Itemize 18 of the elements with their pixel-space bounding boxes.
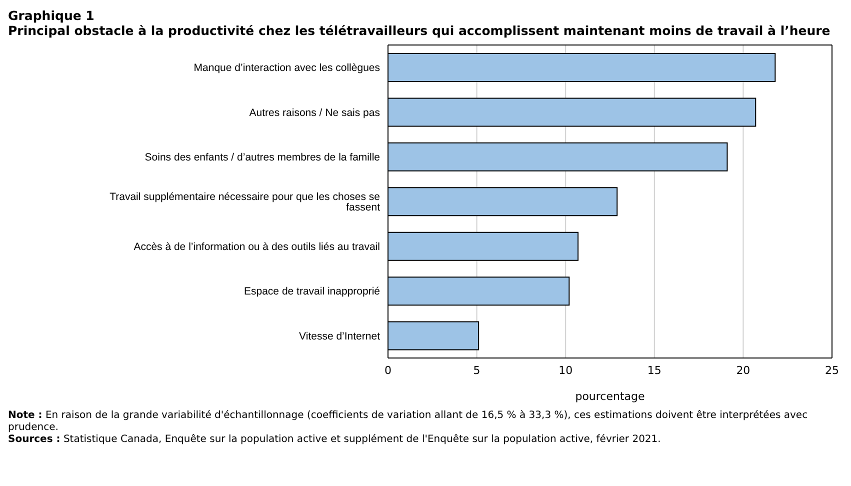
x-tick-label: 15 [647,364,662,377]
x-tick-label: 0 [384,364,392,377]
x-tick-label: 10 [558,364,573,377]
y-tick-label: Vitesse d’Internet [299,330,380,342]
x-axis-title: pourcentage [575,390,646,403]
y-tick-label: Espace de travail inapproprié [244,286,380,298]
y-tick-label: Travail supplémentaire nécessaire pour que les choses se fassent [110,190,380,214]
x-tick-label: 20 [736,364,750,377]
y-tick-label: Autres raisons / Ne sais pas [249,106,380,119]
source-note: Sources : Statistique Canada, Enquête sur la population active et supplément de l'Enquête sur la population active, février 2021. [8,434,662,446]
text: Note : En raison de la grande variabilité d'échantillonnage (coefficients de variation allant de 16,5 % à 33,3 %), ces estimations doivent être interprétées avec prudence. [8,410,809,434]
text: Graphique 1 [8,8,96,23]
x-tick-label: 25 [825,364,839,377]
chart-subtitle: Principal obstacle à la productivité chez les télétravailleurs qui accomplissent maintenant moins de travail à l’heure [8,23,832,38]
y-tick-label: Accès à de l’information ou à des outils liés au travail [134,240,380,253]
y-tick-label: Soins des enfants / d’autres membres de la famille [144,152,380,164]
y-tick-label: Manque d’interaction avec les collègues [194,62,380,74]
x-tick-label: 5 [473,364,480,377]
